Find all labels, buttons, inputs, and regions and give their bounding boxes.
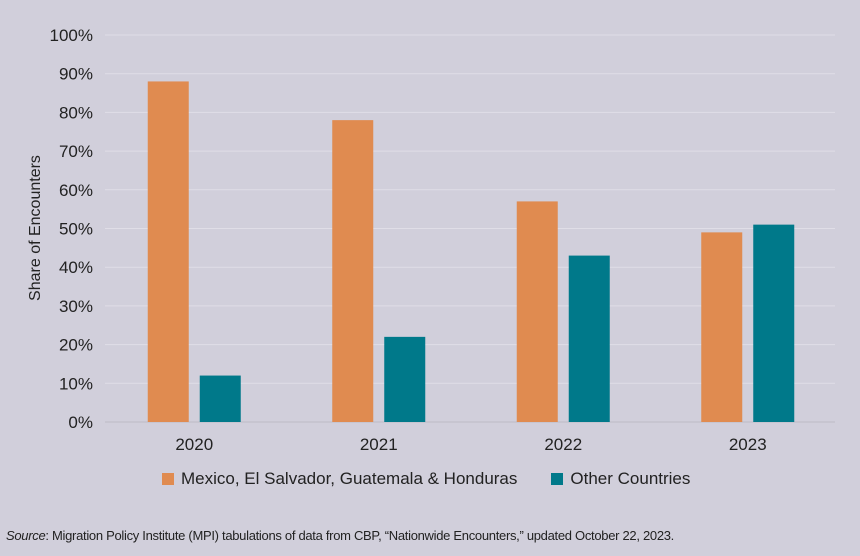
y-tick-label: 0%	[68, 413, 93, 432]
bar-2022-mexico-central-america	[516, 201, 558, 422]
bar-2020-other-countries	[199, 375, 241, 422]
bar-2021-mexico-central-america	[332, 120, 374, 422]
x-tick-label: 2023	[729, 435, 767, 454]
legend-swatch	[551, 473, 564, 485]
legend-item-other-countries: Other Countries	[551, 469, 690, 489]
source-label: Source	[6, 528, 46, 543]
y-tick-label: 60%	[59, 181, 93, 200]
legend: Mexico, El Salvador, Guatemala & Hondura…	[162, 469, 690, 489]
y-tick-label: 70%	[59, 142, 93, 161]
y-tick-label: 30%	[59, 297, 93, 316]
y-tick-label: 20%	[59, 336, 93, 355]
y-tick-label: 40%	[59, 258, 93, 277]
bar-2022-other-countries	[568, 255, 610, 422]
bar-2020-mexico-central-america	[147, 81, 189, 422]
source-text: : Migration Policy Institute (MPI) tabul…	[45, 528, 674, 543]
legend-item-mexico-central-america: Mexico, El Salvador, Guatemala & Hondura…	[162, 469, 517, 489]
bar-2023-other-countries	[753, 224, 795, 422]
y-tick-label: 50%	[59, 220, 93, 239]
y-tick-label: 10%	[59, 374, 93, 393]
bar-2023-mexico-central-america	[701, 232, 743, 422]
y-tick-label: 100%	[50, 26, 93, 45]
bar-2021-other-countries	[384, 336, 426, 422]
x-tick-label: 2021	[360, 435, 398, 454]
x-tick-label: 2022	[544, 435, 582, 454]
legend-swatch	[162, 473, 174, 485]
y-axis-label: Share of Encounters	[27, 155, 44, 301]
source-note: Source: Migration Policy Institute (MPI)…	[6, 528, 674, 543]
y-tick-label: 90%	[59, 65, 93, 84]
x-tick-label: 2020	[175, 435, 213, 454]
legend-label: Mexico, El Salvador, Guatemala & Hondura…	[181, 469, 518, 488]
y-tick-label: 80%	[59, 103, 93, 122]
legend-label: Other Countries	[570, 469, 691, 488]
